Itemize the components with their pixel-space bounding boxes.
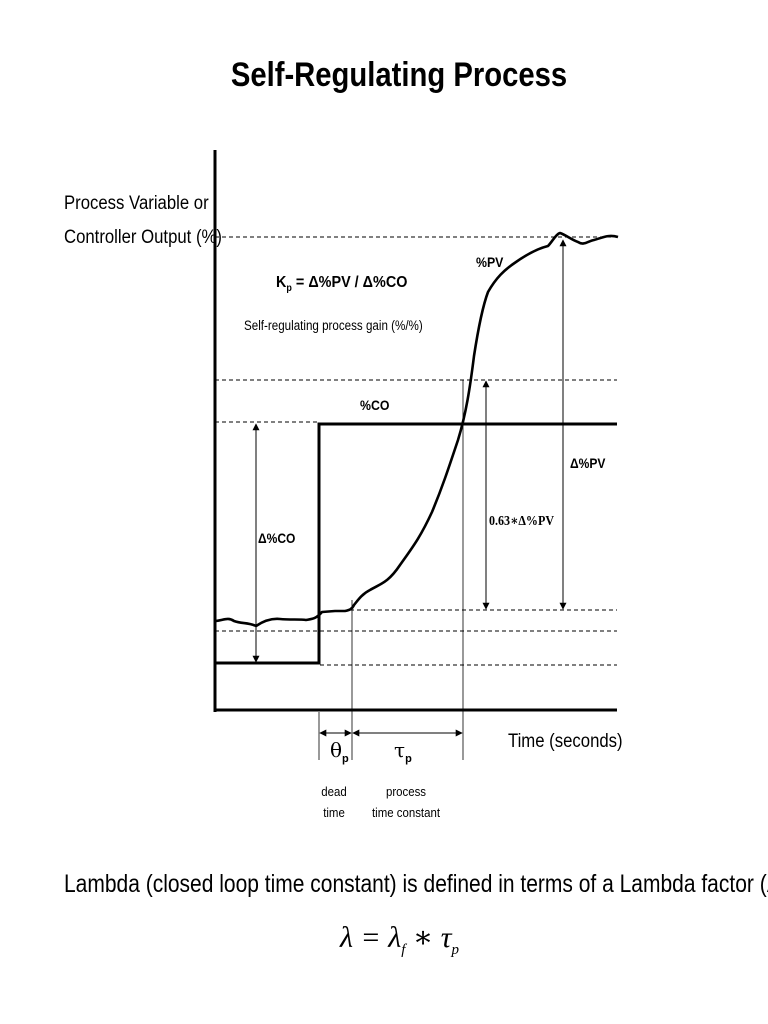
- time-constant-note-line-1: process: [385, 784, 427, 799]
- page-title: Self-Regulating Process: [230, 56, 568, 94]
- x-axis-label: Time (seconds): [508, 731, 623, 752]
- dead-time-symbol: θp: [330, 738, 349, 765]
- pv63-label: 0.63∗Δ%PV: [489, 514, 555, 529]
- y-axis-label-line-1: Process Variable or: [64, 193, 209, 214]
- pv-curve-label: %PV: [476, 254, 504, 270]
- y-axis-label-line-2: Controller Output (%): [64, 227, 222, 248]
- delta-pv-label: Δ%PV: [570, 455, 606, 471]
- pv-response-curve: [215, 231, 619, 628]
- lambda-definition-text: Lambda (closed loop time constant) is de…: [64, 870, 768, 898]
- co-line-label: %CO: [360, 397, 390, 413]
- time-constant-note-line-2: time constant: [371, 805, 441, 820]
- delta-co-label: Δ%CO: [258, 530, 296, 546]
- dead-time-note-line-1: dead: [321, 784, 347, 799]
- dead-time-note-line-2: time: [323, 805, 345, 820]
- lambda-equation: λ = λf ∗ τp: [340, 921, 460, 958]
- time-markers: [318, 380, 464, 760]
- gain-formula: Kp = Δ%PV / Δ%CO: [276, 274, 408, 295]
- time-constant-symbol: τp: [394, 738, 412, 765]
- co-step-line: [215, 422, 617, 665]
- reference-lines: [215, 236, 617, 666]
- gain-note: Self-regulating process gain (%/%): [244, 318, 423, 333]
